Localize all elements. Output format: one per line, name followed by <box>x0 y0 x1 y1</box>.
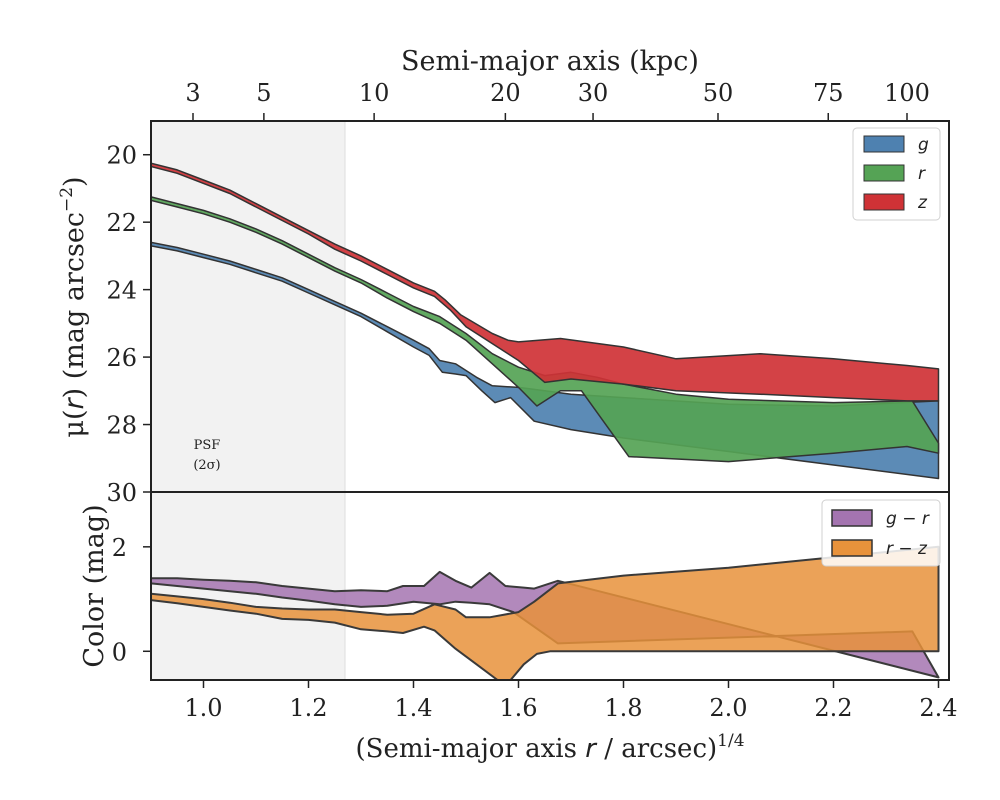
bottom-ytick-label: 0 <box>112 638 127 666</box>
legend-swatch-r <box>863 164 905 182</box>
top-ytick-label: 28 <box>106 412 137 440</box>
legend-swatch-r-minus-z <box>831 539 873 557</box>
top-panel-ylabel-exp: −2 <box>57 187 77 212</box>
bottom-panel-ylabel: Color (mag) <box>79 504 110 667</box>
xtick-label: 1.0 <box>184 694 222 722</box>
top-ytick-label: 22 <box>106 209 137 237</box>
bottom-axis-title: (Semi-major axis r / arcsec)1/4 <box>355 731 744 764</box>
xtick-label: 1.2 <box>289 694 327 722</box>
kpc-tick-label: 3 <box>185 79 200 107</box>
xtick-label: 1.6 <box>499 694 537 722</box>
kpc-tick-label: 20 <box>490 79 521 107</box>
band-r <box>151 196 940 463</box>
bottom-legend: g − r r − z <box>821 499 941 567</box>
top-panel-ylabel-suffix: ) (mag arcsec <box>59 212 90 398</box>
xtick-label: 1.8 <box>604 694 642 722</box>
legend-label-r: r <box>918 164 926 184</box>
kpc-tick-label: 75 <box>813 79 844 107</box>
band-z <box>151 162 940 402</box>
xtick-label: 2.2 <box>814 694 852 722</box>
bottom-axis-title-rest: / arcsec) <box>596 734 717 764</box>
xtick-label: 2.0 <box>709 694 747 722</box>
top-panel-ylabel-close: ) <box>59 176 90 187</box>
kpc-tick-label: 50 <box>703 79 734 107</box>
top-ytick-label: 24 <box>106 277 137 305</box>
top-panel-ylabel: μ(r) (mag arcsec−2) <box>57 176 90 437</box>
kpc-tick-label: 5 <box>256 79 271 107</box>
bottom-axis-title-exp: 1/4 <box>717 731 744 751</box>
color-panel: 0 2 1.0 1.2 1.4 1.6 1.8 2.0 2.2 2.4 g − r r − z <box>112 491 958 722</box>
top-ytick-label: 30 <box>106 479 137 507</box>
legend-label-g: g <box>918 135 929 155</box>
xtick-label: 1.4 <box>394 694 432 722</box>
top-panel-ylabel-prefix: μ( <box>59 409 90 437</box>
top-legend: g r z <box>852 127 941 221</box>
psf-band <box>151 121 345 492</box>
bottom-ytick-label: 2 <box>112 534 127 562</box>
kpc-tick-label: 100 <box>884 79 930 107</box>
xtick-label: 2.4 <box>919 694 957 722</box>
legend-swatch-z <box>863 193 905 211</box>
band-r-minus-z <box>151 545 940 680</box>
top-panel-ylabel-var: r <box>59 396 90 409</box>
psf-label-line2: (2σ) <box>193 458 220 473</box>
bottom-axis-title-main: (Semi-major axis <box>355 734 585 764</box>
legend-swatch-g <box>863 135 905 153</box>
bottom-panel-frame <box>150 491 950 681</box>
top-ytick-label: 26 <box>106 344 137 372</box>
legend-label-z: z <box>917 193 928 213</box>
bottom-axis-title-var: r <box>585 734 598 764</box>
psf-label-line1: PSF <box>194 438 221 453</box>
legend-swatch-g-minus-r <box>831 509 873 527</box>
top-axis-title: Semi-major axis (kpc) <box>401 46 699 77</box>
legend-label-r-minus-z: r − z <box>886 539 928 559</box>
top-ytick-label: 20 <box>106 142 137 170</box>
kpc-tick-label: 10 <box>359 79 390 107</box>
legend-label-g-minus-r: g − r <box>886 509 930 529</box>
kpc-tick-label: 30 <box>578 79 609 107</box>
